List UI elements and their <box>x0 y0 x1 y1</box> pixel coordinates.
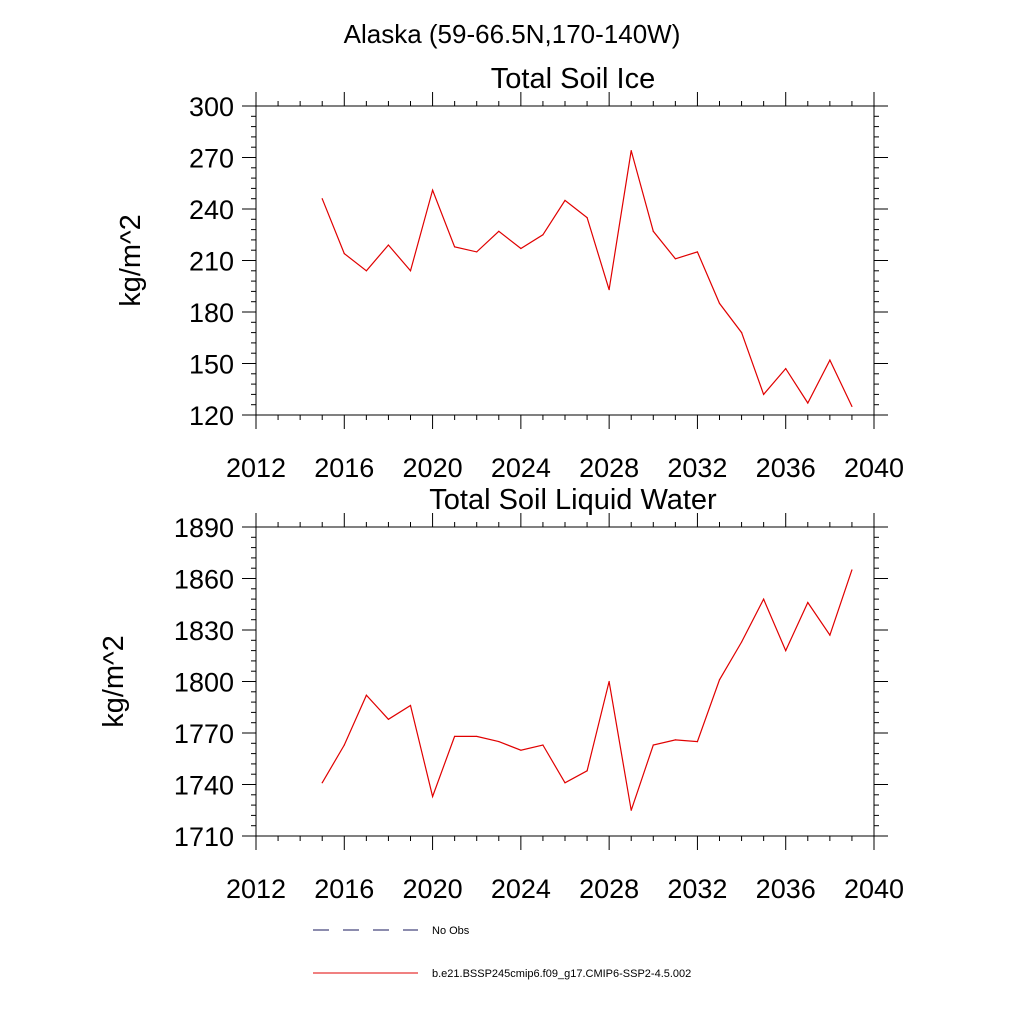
soil-ice-panel: 2012 2016 2020 2024 2028 2032 2036 2040 120 150 18… <box>115 63 904 483</box>
data-point <box>343 744 345 746</box>
plot-frame <box>255 105 875 416</box>
y-tick-label: 270 <box>189 144 234 174</box>
x-tick-label: 2028 <box>579 453 639 483</box>
data-point <box>608 680 610 683</box>
data-point <box>586 216 588 219</box>
data-point <box>498 740 500 743</box>
data-point <box>387 718 390 720</box>
data-point <box>807 601 809 604</box>
data-point <box>387 244 390 246</box>
data-point <box>409 270 412 272</box>
x-tick-label: 2040 <box>844 874 904 904</box>
y-axis-label: kg/m^2 <box>98 635 130 728</box>
y-tick-label: 1740 <box>174 771 234 801</box>
x-tick-label: 2020 <box>403 453 463 483</box>
data-point <box>785 368 787 370</box>
data-point <box>763 598 765 600</box>
data-point <box>851 405 853 408</box>
x-tick-label: 2020 <box>403 874 463 904</box>
data-point <box>365 694 367 696</box>
figure-title: Alaska (59-66.5N,170-140W) <box>344 19 681 49</box>
series-line <box>321 150 853 407</box>
data-point <box>630 150 632 152</box>
y-tick-label: 1890 <box>174 513 234 543</box>
legend: No Obs b.e21.BSSP245cmip6.f09_g17.CMIP6-… <box>313 925 691 980</box>
data-point <box>564 782 566 784</box>
x-tick-label: 2032 <box>667 453 727 483</box>
x-tick-label: 2028 <box>579 874 639 904</box>
x-tick-label: 2016 <box>314 874 374 904</box>
x-tick-label: 2012 <box>226 453 286 483</box>
data-point <box>829 359 831 361</box>
data-point <box>718 302 721 305</box>
y-tick-label: 210 <box>189 247 234 277</box>
data-point <box>586 770 588 772</box>
data-point <box>829 634 831 636</box>
data-point <box>652 230 654 232</box>
data-point <box>520 749 522 751</box>
x-tick-label: 2024 <box>491 453 551 483</box>
x-tick-label: 2040 <box>844 453 904 483</box>
plot-frame <box>255 526 875 837</box>
y-tick-label: 300 <box>189 92 234 122</box>
data-point <box>740 641 743 643</box>
data-point <box>696 251 699 253</box>
data-point <box>608 289 610 291</box>
data-point <box>321 782 323 784</box>
panel-title: Total Soil Ice <box>491 63 655 95</box>
data-point <box>718 679 721 681</box>
data-point <box>409 704 412 707</box>
data-point <box>321 198 323 200</box>
x-tick-label: 2024 <box>491 874 551 904</box>
panel-title: Total Soil Liquid Water <box>429 484 717 516</box>
x-tick-label: 2012 <box>226 874 286 904</box>
data-point <box>674 739 676 741</box>
x-tick-label: 2016 <box>314 453 374 483</box>
data-point <box>476 735 478 738</box>
data-point <box>740 332 743 334</box>
data-point <box>542 234 544 236</box>
data-point <box>365 270 367 272</box>
data-point <box>674 258 676 260</box>
data-point <box>454 246 456 248</box>
y-tick-label: 1830 <box>174 616 234 646</box>
data-point <box>343 253 345 255</box>
data-point <box>454 735 456 738</box>
x-tick-label: 2032 <box>667 874 727 904</box>
data-point <box>851 569 853 571</box>
data-point <box>431 189 434 191</box>
y-tick-label: 1710 <box>174 822 234 852</box>
data-point <box>564 199 566 202</box>
data-point <box>498 230 500 232</box>
y-tick-label: 1860 <box>174 565 234 595</box>
data-point <box>807 402 809 404</box>
data-point <box>763 393 765 395</box>
x-tick-label: 2036 <box>756 874 816 904</box>
y-tick-label: 180 <box>189 298 234 328</box>
data-point <box>630 809 632 811</box>
y-tick-label: 1800 <box>174 668 234 698</box>
soil-liquid-water-panel: 2012 2016 2020 2024 2028 2032 2036 2040 1710 1740… <box>98 484 904 904</box>
series-line <box>321 569 853 811</box>
y-axis-label: kg/m^2 <box>115 214 147 307</box>
data-point <box>652 744 654 746</box>
y-tick-label: 150 <box>189 350 234 380</box>
data-point <box>696 740 699 743</box>
data-point <box>431 795 434 798</box>
y-tick-label: 1770 <box>174 719 234 749</box>
data-point <box>476 251 478 253</box>
data-point <box>520 247 522 250</box>
legend-label-no-obs: No Obs <box>432 925 470 937</box>
x-tick-label: 2036 <box>756 453 816 483</box>
data-point <box>542 744 544 746</box>
data-point <box>785 650 787 652</box>
y-tick-label: 120 <box>189 401 234 431</box>
y-tick-label: 240 <box>189 195 234 225</box>
legend-label-model: b.e21.BSSP245cmip6.f09_g17.CMIP6-SSP2-4.… <box>432 968 691 980</box>
